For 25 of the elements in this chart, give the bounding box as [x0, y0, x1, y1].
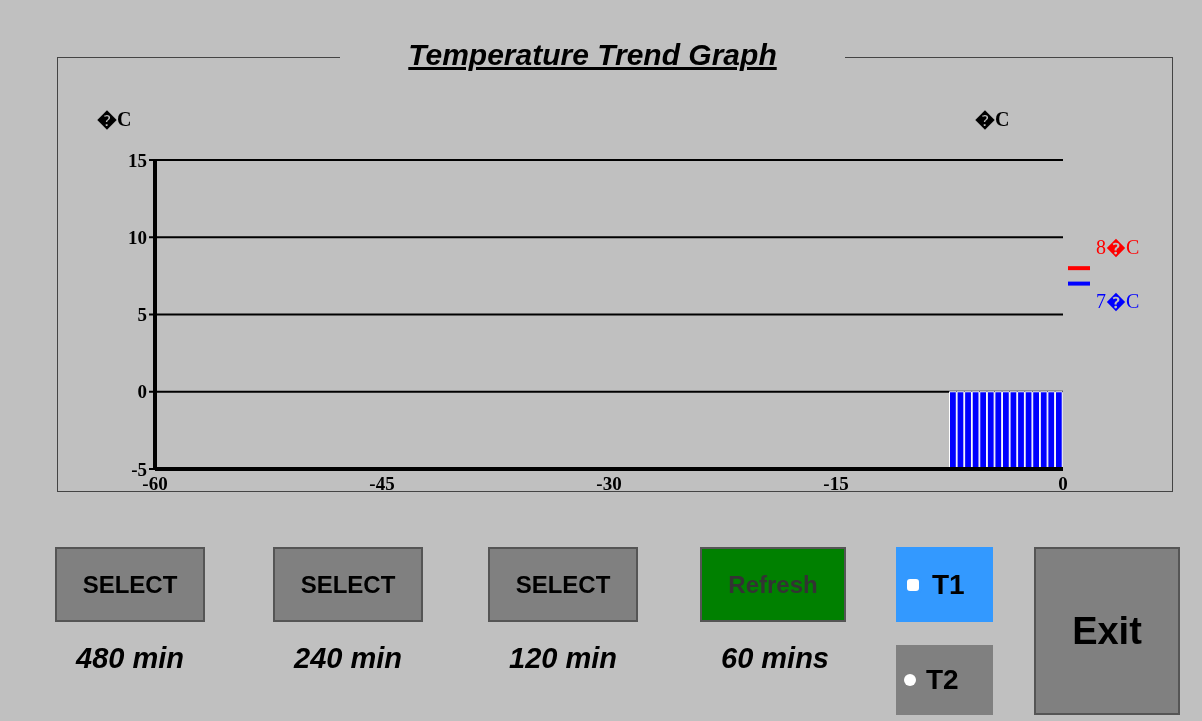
text: �C	[975, 107, 1010, 132]
x-tick-label: -30	[596, 473, 622, 495]
text: 480 min	[74, 642, 185, 675]
x-tick-label: -15	[823, 473, 849, 495]
button: SELECT	[488, 547, 638, 622]
text: 60 mins	[720, 642, 830, 675]
y-axis-title: �C	[97, 107, 132, 132]
radio-button: T2	[896, 645, 993, 715]
chart-title: Temperature Trend Graph	[340, 38, 845, 72]
y-tick-label: 15	[128, 149, 147, 171]
ref-line-label: 8�C	[1096, 236, 1140, 259]
y-tick-label: 5	[137, 304, 147, 326]
button: SELECT	[55, 547, 205, 622]
x-tick-label: -45	[369, 473, 395, 495]
text: 240 min	[292, 642, 403, 675]
y-tick-label: 10	[128, 226, 147, 248]
x-tick-label: 0	[1058, 473, 1068, 495]
text: 120 min	[508, 642, 618, 675]
button: SELECT	[273, 547, 423, 622]
button: Exit	[1034, 547, 1180, 715]
ref-line-label: 7�C	[1096, 289, 1140, 312]
y-tick-label: 0	[137, 381, 147, 403]
button: Refresh	[700, 547, 846, 622]
radio-button: T1	[896, 547, 993, 622]
y-tick-label: -5	[131, 458, 147, 480]
